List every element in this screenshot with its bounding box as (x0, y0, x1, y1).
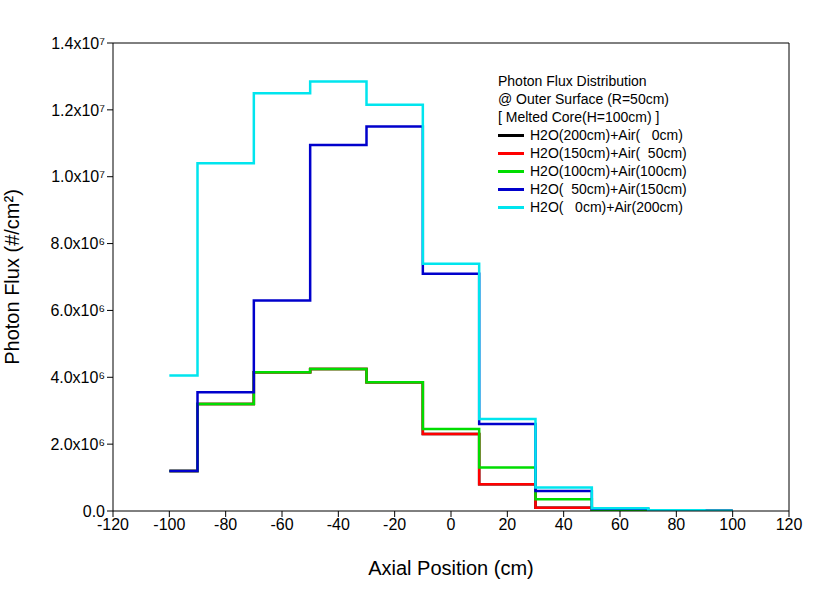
html-text:H2O(100cm)+Air(100cm): H2O(100cm)+Air(100cm) (530, 163, 687, 179)
svg-text:-80: -80 (214, 516, 237, 533)
svg-text:-40: -40 (327, 516, 350, 533)
html-text:H2O(150cm)+Air( 50cm): H2O(150cm)+Air( 50cm) (530, 145, 687, 161)
html-text:[ Melted Core(H=100cm) ]: [ Melted Core(H=100cm) ] (498, 109, 660, 125)
svg-text:20: 20 (498, 516, 516, 533)
svg-text:60: 60 (611, 516, 629, 533)
svg-text:1.2x10⁷: 1.2x10⁷ (51, 102, 105, 119)
svg-text:0.0: 0.0 (83, 503, 105, 520)
svg-text:1.4x10⁷: 1.4x10⁷ (51, 35, 105, 52)
svg-text:-120: -120 (97, 516, 129, 534)
html-text:H2O(200cm)+Air( 0cm): H2O(200cm)+Air( 0cm) (530, 127, 683, 143)
html-text:H2O( 50cm)+Air(150cm): H2O( 50cm)+Air(150cm) (530, 181, 687, 197)
svg-text:4.0x10⁶: 4.0x10⁶ (50, 369, 105, 386)
svg-text:40: 40 (555, 516, 573, 533)
svg-text:-20: -20 (383, 516, 406, 533)
html-text:@ Outer Surface (R=50cm): @ Outer Surface (R=50cm) (498, 91, 669, 107)
svg-text:6.0x10⁶: 6.0x10⁶ (50, 302, 105, 319)
svg-text:-60: -60 (270, 516, 293, 533)
html-text:Photon Flux Distribution: Photon Flux Distribution (498, 73, 647, 89)
svg-text:0: 0 (447, 516, 456, 533)
svg-text:1.0x10⁷: 1.0x10⁷ (51, 168, 105, 185)
svg-text:100: 100 (719, 516, 746, 533)
svg-text:120: 120 (776, 516, 803, 533)
svg-text:Axial Position (cm): Axial Position (cm) (368, 557, 534, 579)
svg-text:80: 80 (667, 516, 685, 533)
html-text:H2O( 0cm)+Air(200cm): H2O( 0cm)+Air(200cm) (530, 199, 683, 215)
svg-text:-100: -100 (153, 516, 185, 533)
svg-text:Photon Flux (#/cm²): Photon Flux (#/cm²) (8, 189, 23, 365)
svg-text:2.0x10⁶: 2.0x10⁶ (50, 436, 105, 453)
svg-text:8.0x10⁶: 8.0x10⁶ (50, 235, 105, 252)
